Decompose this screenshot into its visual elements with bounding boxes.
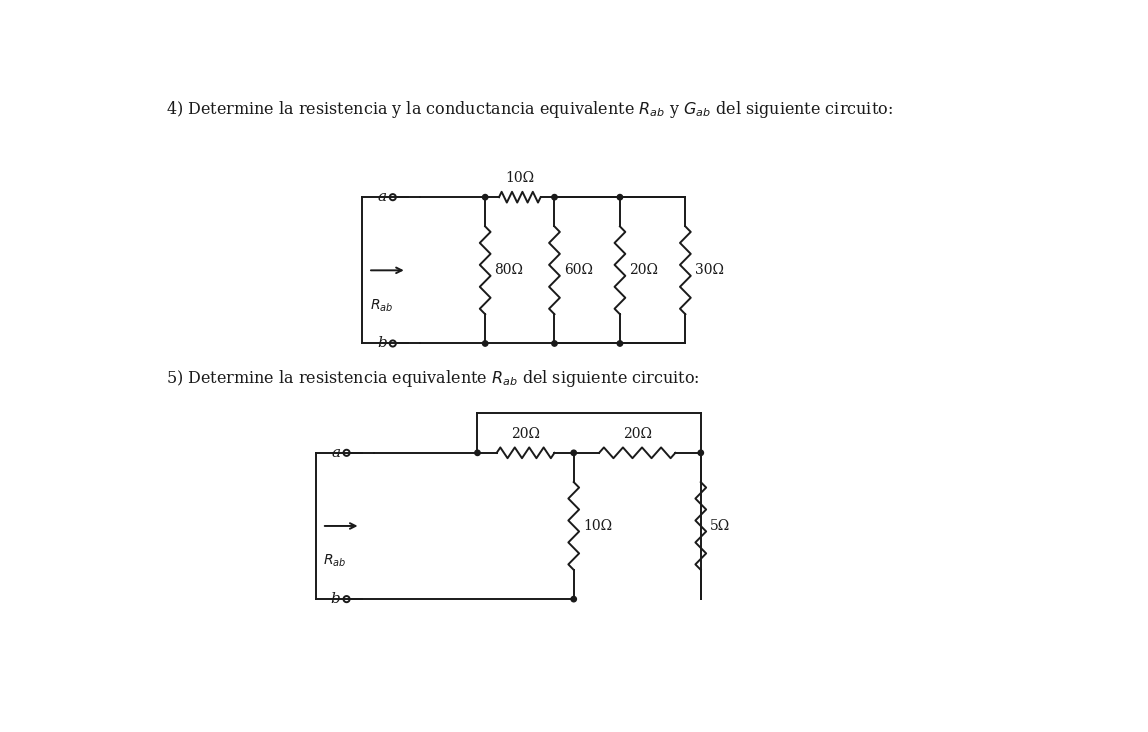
Circle shape [698,450,704,455]
Text: 30Ω: 30Ω [695,264,723,277]
Circle shape [618,195,622,200]
Circle shape [475,450,480,455]
Text: $R_{ab}$: $R_{ab}$ [324,553,347,569]
Text: $R_{ab}$: $R_{ab}$ [370,297,393,314]
Circle shape [618,341,622,346]
Text: 20Ω: 20Ω [511,427,540,441]
Text: 10Ω: 10Ω [505,171,534,185]
Text: 20Ω: 20Ω [629,264,658,277]
Text: 5Ω: 5Ω [709,519,730,533]
Circle shape [571,597,576,602]
Text: b: b [331,592,341,606]
Circle shape [482,195,488,200]
Circle shape [552,195,557,200]
Circle shape [482,341,488,346]
Text: a: a [378,190,387,204]
Text: 80Ω: 80Ω [495,264,523,277]
Text: 20Ω: 20Ω [622,427,652,441]
Text: 60Ω: 60Ω [564,264,592,277]
Text: 5) Determine la resistencia equivalente $R_{ab}$ del siguiente circuito:: 5) Determine la resistencia equivalente … [165,368,699,389]
Circle shape [571,450,576,455]
Text: b: b [377,337,387,351]
Text: 10Ω: 10Ω [583,519,612,533]
Text: a: a [332,446,341,460]
Circle shape [552,341,557,346]
Text: 4) Determine la resistencia y la conductancia equivalente $R_{ab}$ y $G_{ab}$ de: 4) Determine la resistencia y la conduct… [165,99,892,119]
